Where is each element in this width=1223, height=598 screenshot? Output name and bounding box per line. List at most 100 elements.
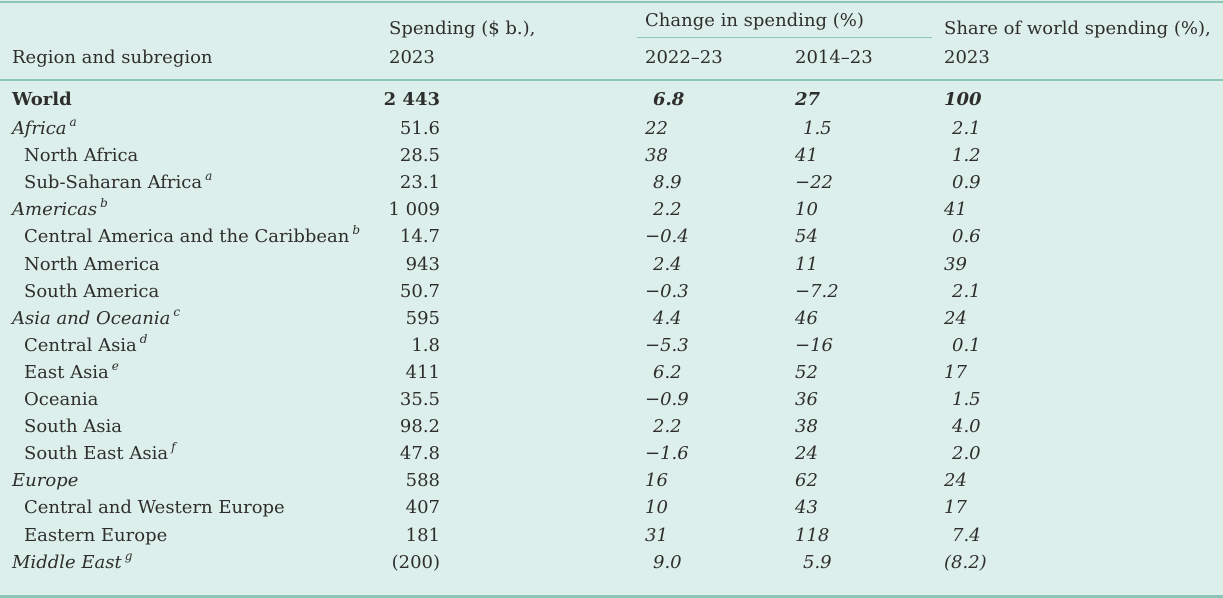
change-2022-23-value: 10 bbox=[645, 497, 668, 519]
share-value: 0.9 bbox=[952, 172, 981, 194]
share-value: 24 bbox=[944, 307, 967, 329]
table-row: Central America and the Caribbean b 14.7 −0… bbox=[0, 223, 1223, 250]
table-row: Americas b 1 009 2.2 10 41 bbox=[0, 196, 1223, 223]
region-label: North Africa bbox=[24, 145, 139, 167]
table-row: Africa a 51.6 22 1.5 2.1 bbox=[0, 115, 1223, 142]
change-2022-23-value: 2.2 bbox=[653, 416, 682, 438]
region-label: Middle East bbox=[12, 551, 122, 573]
footnote-marker: d bbox=[139, 331, 148, 346]
region-label: Eastern Europe bbox=[24, 524, 168, 546]
header-rule bbox=[0, 79, 1223, 81]
spending-value: 1.8 bbox=[411, 334, 440, 356]
change-2014-23-value: 27 bbox=[795, 89, 821, 110]
share-value: 1.5 bbox=[952, 389, 981, 410]
group-rule bbox=[637, 37, 932, 38]
table-row: North Africa 28.5 38 41 1.2 bbox=[0, 142, 1223, 169]
spending-value: 1 009 bbox=[388, 199, 440, 221]
change-2022-23-value: 2.2 bbox=[653, 199, 682, 221]
spending-value: 2 443 bbox=[383, 89, 440, 110]
change-2014-23-value: 54 bbox=[795, 226, 818, 248]
table-row: Central Asia d 1.8 −5.3 −16 0.1 bbox=[0, 332, 1223, 359]
region-name: Africa a bbox=[12, 115, 77, 142]
share-value: 17 bbox=[944, 361, 967, 383]
region-label: World bbox=[12, 89, 72, 110]
region-name: South East Asia f bbox=[24, 440, 176, 467]
spending-value: 28.5 bbox=[399, 145, 440, 167]
header-spending-line2: 2023 bbox=[389, 47, 435, 68]
spending-value: 50.7 bbox=[399, 280, 440, 302]
region-name: Europe bbox=[12, 467, 78, 494]
table-row: Eastern Europe 181 31 118 7.4 bbox=[0, 522, 1223, 549]
footnote-marker: g bbox=[124, 548, 133, 563]
footnote-marker: f bbox=[171, 440, 176, 455]
change-2014-23-value: 1.5 bbox=[803, 118, 832, 139]
spending-value: 35.5 bbox=[399, 389, 440, 410]
change-2014-23-value: 11 bbox=[795, 253, 818, 275]
change-2022-23-value: −1.6 bbox=[645, 443, 689, 465]
spending-value: 407 bbox=[405, 497, 440, 519]
region-name: Central America and the Caribbean b bbox=[24, 223, 360, 250]
region-label: Asia and Oceania bbox=[12, 307, 171, 329]
table-row: Middle East g (200) 9.0 5.9 (8.2) bbox=[0, 549, 1223, 576]
region-label: Americas bbox=[12, 199, 98, 221]
table-row: Asia and Oceania c 595 4.4 46 24 bbox=[0, 305, 1223, 332]
change-2014-23-value: 52 bbox=[795, 361, 818, 383]
share-value: 2.1 bbox=[952, 118, 981, 139]
header-change-2014-23: 2014–23 bbox=[795, 47, 873, 68]
spending-value: 23.1 bbox=[399, 172, 440, 194]
table-row: South East Asia f 47.8 −1.6 24 2.0 bbox=[0, 440, 1223, 467]
region-name: Central and Western Europe bbox=[24, 494, 285, 521]
share-value: 4.0 bbox=[952, 416, 981, 438]
region-label: Central and Western Europe bbox=[24, 497, 285, 519]
footnote-marker: a bbox=[69, 115, 77, 129]
header-change-group: Change in spending (%) bbox=[645, 10, 864, 31]
table-row: South Asia 98.2 2.2 38 4.0 bbox=[0, 413, 1223, 440]
region-name: Oceania bbox=[24, 386, 98, 413]
spending-value: 98.2 bbox=[399, 416, 440, 438]
footnote-marker: a bbox=[205, 169, 213, 184]
share-value: 1.2 bbox=[952, 145, 981, 167]
spending-value: (200) bbox=[391, 551, 440, 573]
header-region: Region and subregion bbox=[12, 47, 213, 68]
header-spending-line1: Spending ($ b.), bbox=[389, 18, 536, 39]
spending-value: 47.8 bbox=[399, 443, 440, 465]
spending-value: 51.6 bbox=[399, 118, 440, 139]
region-label: South Asia bbox=[24, 416, 123, 438]
change-2014-23-value: 10 bbox=[795, 199, 818, 221]
region-label: Europe bbox=[12, 470, 79, 492]
change-2022-23-value: 9.0 bbox=[653, 551, 682, 573]
change-2014-23-value: −22 bbox=[795, 172, 833, 194]
region-label: North America bbox=[24, 253, 160, 275]
region-name: South America bbox=[24, 278, 159, 305]
change-2022-23-value: 6.8 bbox=[653, 89, 685, 110]
region-name: Sub-Saharan Africa a bbox=[24, 169, 212, 196]
change-2014-23-value: −16 bbox=[795, 334, 833, 356]
change-2022-23-value: 38 bbox=[645, 145, 668, 167]
table-row: Central and Western Europe 407 10 43 17 bbox=[0, 494, 1223, 521]
region-name: Americas b bbox=[12, 196, 108, 223]
share-value: 2.0 bbox=[952, 443, 981, 465]
share-value: 7.4 bbox=[952, 524, 981, 546]
change-2022-23-value: −0.9 bbox=[645, 389, 689, 410]
region-name: World bbox=[12, 86, 72, 113]
change-2014-23-value: 41 bbox=[795, 145, 818, 167]
spending-value: 943 bbox=[405, 253, 440, 275]
footnote-marker: c bbox=[173, 304, 181, 319]
header-share-line2: 2023 bbox=[944, 47, 990, 68]
share-value: 24 bbox=[944, 470, 967, 492]
share-value: 0.6 bbox=[952, 226, 981, 248]
spending-value: 411 bbox=[405, 361, 440, 383]
share-value: 41 bbox=[944, 199, 967, 221]
change-2014-23-value: 24 bbox=[795, 443, 818, 465]
region-label: South America bbox=[24, 280, 160, 302]
region-label: Oceania bbox=[24, 389, 99, 410]
change-2022-23-value: 22 bbox=[645, 118, 668, 139]
region-label: South East Asia bbox=[24, 443, 169, 465]
change-2014-23-value: 62 bbox=[795, 470, 818, 492]
share-value: 39 bbox=[944, 253, 967, 275]
change-2014-23-value: 43 bbox=[795, 497, 818, 519]
region-name: Eastern Europe bbox=[24, 522, 167, 549]
change-2022-23-value: −0.3 bbox=[645, 280, 689, 302]
change-2014-23-value: 38 bbox=[795, 416, 818, 438]
spending-value: 181 bbox=[405, 524, 440, 546]
